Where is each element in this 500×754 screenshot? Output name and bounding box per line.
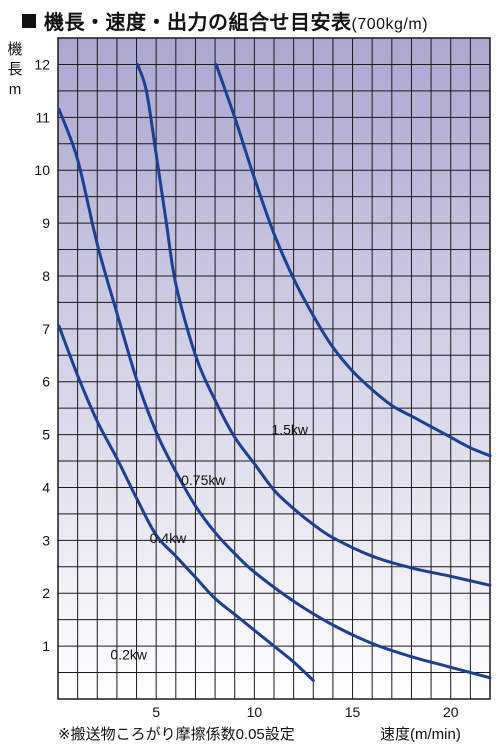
series-label: 1.5kw	[271, 422, 308, 438]
series-label: 0.75kw	[181, 472, 226, 488]
y-tick-label: 12	[34, 56, 50, 72]
y-tick-label: 3	[42, 532, 50, 548]
plot-frame	[57, 37, 491, 700]
y-tick-label: 2	[42, 585, 50, 601]
x-tick-label: 20	[443, 704, 459, 720]
y-tick-label: 7	[42, 321, 50, 337]
series-line-1_5kw	[214, 62, 492, 458]
y-tick-label: 11	[35, 109, 50, 125]
chart-title-main: 機長・速度・出力の組合せ目安表	[44, 12, 352, 34]
series-label: 0.4kw	[150, 530, 187, 546]
y-axis-label-unit: m	[8, 81, 22, 98]
y-tick-label: 8	[42, 268, 50, 284]
y-tick-label: 9	[42, 215, 50, 231]
y-axis-label-char-2: 長	[7, 61, 23, 78]
x-tick-label: 10	[247, 704, 263, 720]
x-tick-label: 15	[345, 704, 361, 720]
x-axis-label: 速度(m/min)	[380, 726, 461, 743]
chart-title-sub: (700kg/m)	[351, 16, 429, 33]
y-tick-label: 4	[42, 479, 50, 495]
series-label: 0.2kw	[110, 646, 147, 662]
y-tick-label: 5	[42, 427, 50, 443]
y-tick-label: 6	[42, 374, 50, 390]
series-labels: 0.2kw 0.4kw 0.75kw 1.5kw	[110, 422, 308, 663]
series-line-0_2kw	[57, 324, 315, 682]
series-line-0_4kw	[57, 107, 492, 680]
series-line-0_75kw	[136, 62, 492, 587]
x-tick-label: 5	[152, 704, 160, 720]
y-tick-label: 10	[34, 162, 50, 178]
y-axis-label-char-1: 機	[7, 41, 23, 58]
square-bullet-icon	[22, 14, 36, 28]
series-lines	[57, 62, 492, 682]
chart-title: 機長・速度・出力の組合せ目安表(700kg/m)	[22, 6, 428, 35]
y-tick-label: 1	[42, 638, 50, 654]
grid	[57, 37, 491, 700]
footnote: ※搬送物ころがり摩擦係数0.05設定	[58, 726, 295, 743]
y-axis-label: 機 長 m	[4, 40, 26, 100]
